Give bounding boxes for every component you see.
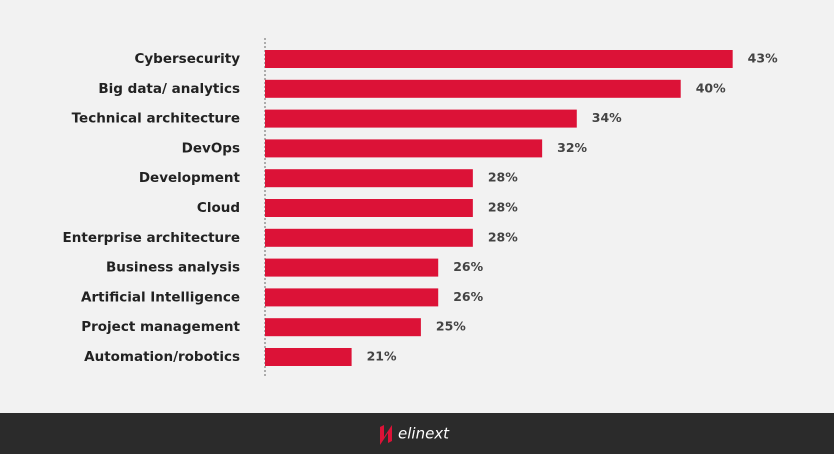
value-label: 32%: [557, 140, 587, 155]
value-label: 26%: [453, 259, 483, 274]
value-label: 40%: [696, 80, 726, 95]
value-label: 28%: [488, 170, 518, 185]
category-label: Cybersecurity: [134, 51, 240, 67]
category-label: Development: [139, 170, 241, 186]
bar: [265, 139, 543, 158]
logo-text: elinext: [398, 425, 450, 443]
bar: [265, 288, 439, 307]
bar: [265, 318, 421, 337]
category-label: Technical architecture: [72, 111, 240, 127]
category-label: Cloud: [197, 200, 240, 216]
bar: [265, 199, 473, 217]
category-label: Automation/robotics: [84, 349, 240, 365]
category-label: Big data/ analytics: [98, 81, 240, 97]
category-label: Project management: [81, 319, 240, 335]
bar: [265, 79, 681, 98]
bar: [265, 258, 439, 277]
category-label: Artificial Intelligence: [81, 289, 240, 305]
footer: [0, 413, 834, 454]
category-label: Business analysis: [106, 260, 240, 276]
bar: [265, 228, 473, 247]
bar: [265, 50, 733, 68]
value-label: 28%: [488, 229, 518, 244]
category-label: DevOps: [182, 140, 240, 156]
category-label: Enterprise architecture: [63, 230, 240, 246]
value-label: 21%: [367, 349, 397, 364]
value-label: 26%: [453, 289, 483, 304]
bar: [265, 169, 473, 188]
logo: elinext: [380, 425, 450, 445]
logo-icon: [380, 425, 392, 445]
bar: [265, 348, 352, 366]
value-label: 43%: [748, 51, 778, 66]
value-label: 25%: [436, 319, 466, 334]
value-label: 28%: [488, 200, 518, 215]
value-label: 34%: [592, 110, 622, 125]
bar: [265, 109, 577, 128]
